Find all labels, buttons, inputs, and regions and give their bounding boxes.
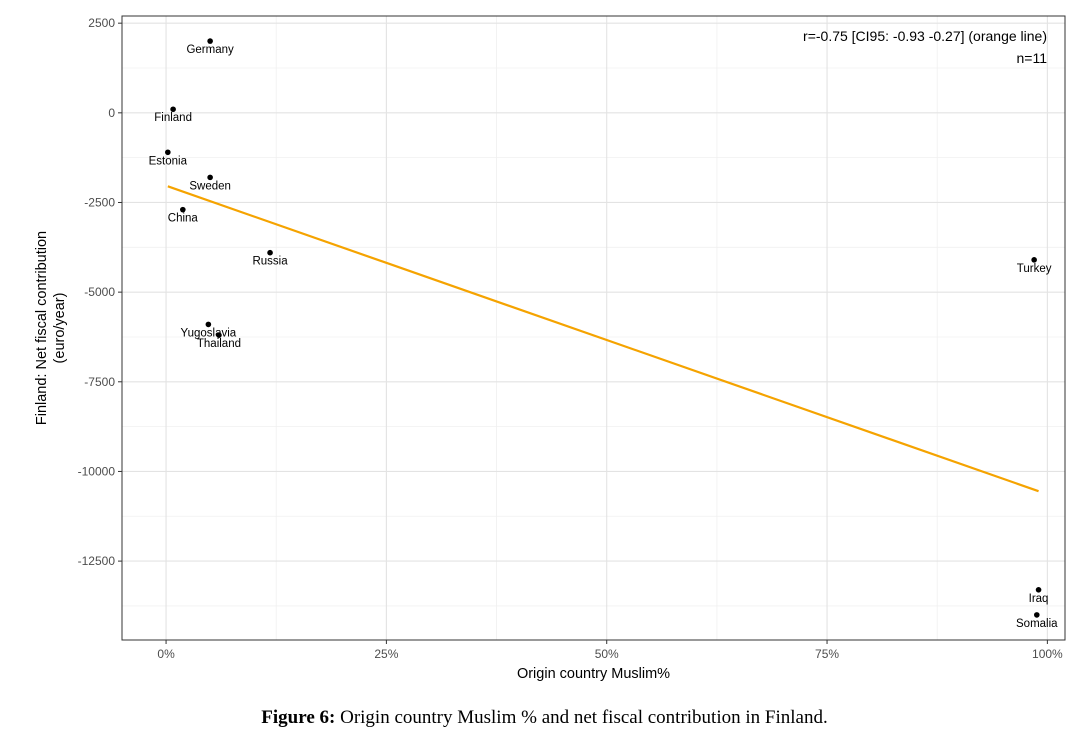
y-tick-label: 2500 (88, 16, 115, 30)
fit-line-layer (167, 185, 1039, 493)
data-point-turkey (1031, 257, 1037, 263)
plot-panel (122, 16, 1065, 640)
point-label-sweden: Sweden (189, 180, 231, 192)
y-tick-label: -2500 (84, 195, 115, 209)
axes: 0% 25% 50% 75% 100% 2500 0 -2500 -5000 -7500 -1000… (78, 16, 1063, 661)
x-axis-title: Origin country Muslim% (517, 666, 670, 682)
data-point-iraq (1035, 586, 1042, 593)
points-layer: Germany Finland Estonia Sweden China Russia Yu… (149, 38, 1058, 630)
y-tick-label: -5000 (84, 285, 115, 299)
annotation-n: n=11 (1017, 50, 1048, 66)
caption-text: Origin country Muslim % and net fiscal c… (335, 707, 828, 728)
grid (122, 16, 1065, 640)
x-tick-label: 50% (595, 647, 619, 661)
y-tick-label: 0 (108, 106, 115, 120)
point-label-thailand: Thailand (197, 338, 241, 350)
annotation-r: r=-0.75 [CI95: -0.93 -0.27] (orange line… (803, 28, 1047, 44)
point-label-iraq: Iraq (1029, 593, 1049, 605)
data-point-russia (267, 249, 273, 256)
x-tick-label: 100% (1032, 647, 1063, 661)
data-point-estonia (165, 149, 171, 156)
point-label-estonia: Estonia (149, 155, 188, 167)
y-tick-label: -12500 (78, 554, 116, 568)
data-point-sweden (207, 174, 213, 181)
point-label-russia: Russia (252, 256, 288, 268)
point-label-germany: Germany (186, 44, 234, 56)
figure-caption: Figure 6: Origin country Muslim % and ne… (0, 707, 1089, 729)
data-point-yugoslavia (205, 321, 212, 328)
data-point-somalia (1033, 612, 1040, 618)
data-point-germany (207, 38, 213, 44)
x-tick-label: 0% (157, 647, 175, 661)
point-label-turkey: Turkey (1017, 263, 1052, 275)
y-axis-title-line1: Finland: Net fiscal contribution (34, 231, 50, 425)
x-tick-label: 75% (815, 647, 839, 661)
plot-border (121, 15, 1066, 641)
x-tick-label: 25% (374, 647, 398, 661)
point-label-yugoslavia: Yugoslavia (181, 327, 237, 339)
data-point-thailand (216, 332, 222, 338)
y-tick-label: -10000 (78, 464, 116, 478)
scatter-chart: 0% 25% 50% 75% 100% 2500 0 -2500 -5000 -7500 -1000… (34, 15, 1066, 682)
fit-line (167, 185, 1039, 493)
point-label-finland: Finland (154, 112, 192, 124)
y-tick-label: -7500 (84, 375, 115, 389)
data-point-finland (170, 106, 176, 113)
caption-label: Figure 6: (261, 707, 336, 728)
point-label-china: China (168, 213, 199, 225)
y-axis-title-line2: (euro/year) (52, 293, 68, 364)
point-label-somalia: Somalia (1016, 618, 1058, 630)
data-point-china (180, 206, 186, 213)
